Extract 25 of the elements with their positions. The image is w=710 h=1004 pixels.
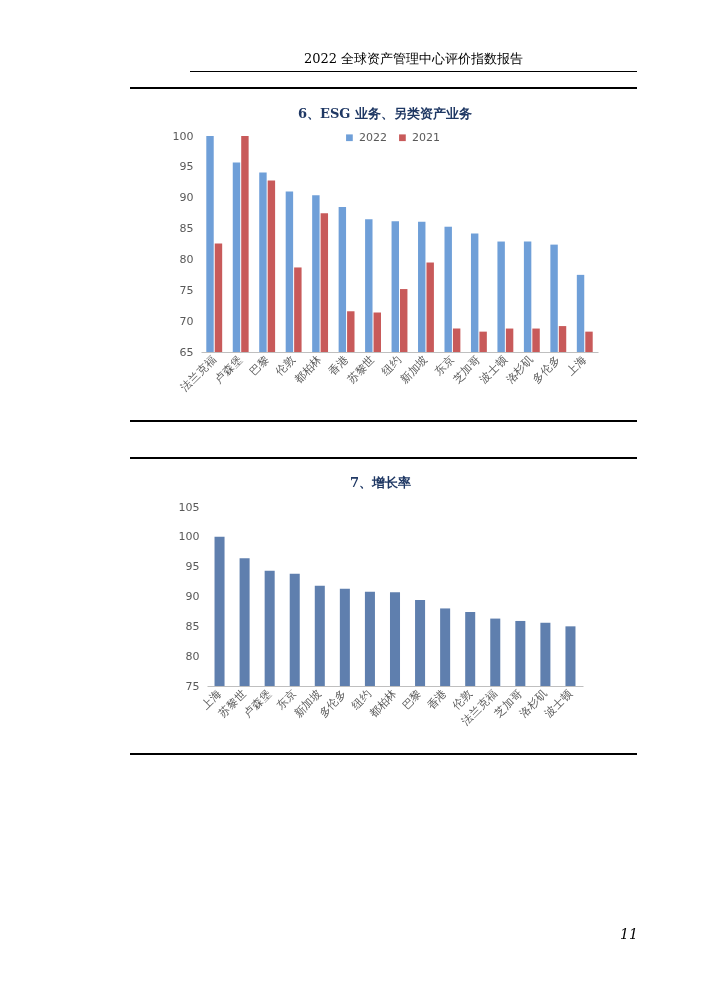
y-tick-label: 100: [172, 129, 194, 143]
chart-title: 7、增长率: [349, 475, 412, 490]
legend-label: 2021: [411, 130, 440, 144]
text: 2022 全球资产管理中心评价指数报告: [190, 50, 637, 72]
x-tick-label: 香港: [424, 687, 450, 713]
y-tick-label: 85: [185, 619, 200, 633]
y-tick-label: 80: [185, 649, 200, 663]
y-tick-label: 85: [179, 222, 194, 236]
y-tick-label: 65: [179, 345, 194, 359]
y-tick-label: 75: [179, 283, 194, 297]
y-tick-label: 75: [185, 679, 200, 693]
y-tick-label: 80: [179, 252, 194, 266]
y-tick-label: 95: [179, 160, 194, 174]
x-tick-label: 上海: [564, 353, 590, 379]
y-tick-label: 70: [179, 314, 194, 328]
chart-title: 6、ESG 业务、另类资产业务: [298, 106, 472, 121]
y-tick-label: 95: [185, 560, 200, 574]
x-tick-label: 巴黎: [399, 687, 425, 713]
y-tick-label: 100: [178, 530, 200, 544]
y-tick-label: 90: [179, 191, 194, 205]
x-tick-label: 巴黎: [246, 353, 272, 379]
y-tick-label: 90: [185, 590, 200, 603]
y-tick-label: 105: [178, 500, 200, 514]
text: 11: [620, 926, 638, 942]
legend-label: 2022: [358, 130, 387, 144]
